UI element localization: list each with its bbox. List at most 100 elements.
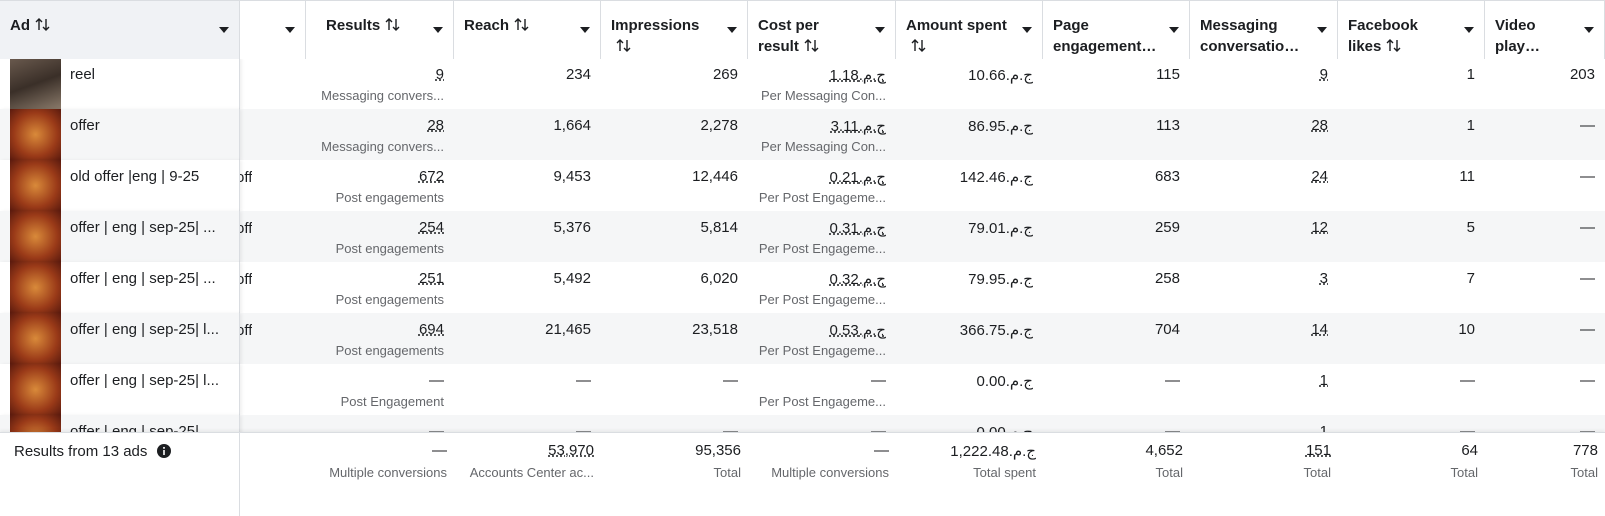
total-value: — (432, 442, 447, 459)
column-title: Messaging conversatio… (1200, 17, 1300, 55)
sort-icon[interactable] (616, 38, 634, 52)
ad-name[interactable]: offer | eng | sep-25| ... (70, 219, 216, 236)
table-row[interactable]: — — — — ج.م.0.00 — 1 — — offer | eng | sep-25| (0, 415, 1605, 432)
dropdown-caret (580, 27, 590, 33)
column-title: Results (326, 17, 381, 34)
cell-value: 12 (1311, 219, 1328, 236)
cell-value: 1 (1466, 117, 1475, 134)
cell-value: 2,278 (700, 117, 738, 134)
column-header[interactable]: Facebook likes (1338, 1, 1485, 59)
total-note: Total (1155, 465, 1183, 480)
table-row[interactable]: off 254 Post engagements 5,376 5,814 ج.م.0.31… (0, 211, 1605, 262)
column-header[interactable]: Ad (0, 1, 240, 59)
total-value: 95,356 (695, 442, 741, 459)
cell-value: 3 (1319, 270, 1328, 287)
ad-name[interactable]: offer | eng | sep-25| l... (70, 321, 219, 338)
cell-note: Messaging convers... (321, 139, 444, 154)
sort-icon[interactable] (35, 17, 53, 31)
ad-thumbnail (10, 211, 61, 262)
cell-value: 1 (1466, 66, 1475, 83)
column-header[interactable]: Results (306, 1, 454, 59)
ad-name[interactable]: offer (70, 117, 100, 134)
table-row[interactable]: — Post Engagement — — — Per Post Engageme... ج… (0, 364, 1605, 415)
sort-icon[interactable] (804, 38, 822, 52)
total-value: 64 (1461, 442, 1478, 459)
cell-value: — (871, 372, 886, 389)
cell-value: — (576, 423, 591, 432)
cell-value: 1 (1319, 372, 1328, 389)
cell-value: 1,664 (553, 117, 591, 134)
cell-value: ج.م.1.18 (829, 67, 886, 84)
cell-value: ج.م.79.95 (968, 271, 1033, 288)
total-value: 151 (1305, 442, 1331, 459)
ad-name[interactable]: offer | eng | sep-25| (70, 423, 199, 432)
cell-value: ج.م.86.95 (968, 118, 1033, 135)
total-value: — (874, 442, 889, 459)
table-row[interactable]: 28 Messaging convers... 1,664 2,278 ج.م.3.11… (0, 109, 1605, 160)
cell-value: 23,518 (692, 321, 738, 338)
cell-value: 5,492 (553, 270, 591, 287)
cell-value: — (429, 423, 444, 432)
table-row[interactable]: off 672 Post engagements 9,453 12,446 ج.م.0.2… (0, 160, 1605, 211)
cell-value: 259 (1154, 219, 1180, 236)
cell-value: — (1580, 372, 1595, 389)
table-header: Ad Results Reach Impressions Cost per result… (0, 0, 1605, 59)
column-header[interactable]: Reach (454, 1, 601, 59)
total-note: Total spent (973, 465, 1036, 480)
cell-value: — (1580, 270, 1595, 287)
sort-icon[interactable] (1386, 38, 1404, 52)
cell-value: ج.م.0.00 (896, 423, 1033, 432)
cell-value: ج.م.366.75 (959, 322, 1033, 339)
ad-name[interactable]: offer | eng | sep-25| l... (70, 372, 219, 389)
cell-value: — (576, 372, 591, 389)
table-row[interactable]: off 251 Post engagements 5,492 6,020 ج.م.0.32… (0, 262, 1605, 313)
column-header[interactable]: Video play… (1485, 1, 1605, 59)
table-row[interactable]: off 694 Post engagements 21,465 23,518 ج.م.0.… (0, 313, 1605, 364)
cell-note: Per Messaging Con... (760, 139, 886, 154)
total-note: Total (1570, 465, 1598, 480)
cell-note: Messaging convers... (321, 88, 444, 103)
cell-value: 269 (712, 66, 738, 83)
table-row[interactable]: 9 Messaging convers... 234 269 ج.م.1.18 Per M… (0, 58, 1605, 109)
column-header[interactable]: Cost per result (748, 1, 896, 59)
cell-value: ج.م.3.11 (830, 118, 886, 135)
total-note: Total (1303, 465, 1331, 480)
cell-value: 5,376 (553, 219, 591, 236)
ad-name[interactable]: old offer |eng | 9-25 (70, 168, 200, 185)
cell-note: Per Post Engageme... (758, 292, 886, 307)
ad-name[interactable]: reel (70, 66, 96, 83)
cell-value: — (1580, 219, 1595, 236)
ad-cell: old offer |eng | 9-25 (0, 160, 240, 211)
cell-note: Post engagements (335, 241, 444, 256)
delivery-status: off (236, 322, 253, 339)
ad-cell: offer | eng | sep-25| l... (0, 313, 240, 364)
sort-icon[interactable] (385, 17, 403, 31)
sort-arrows (35, 18, 50, 31)
total-note: Total (1450, 465, 1478, 480)
column-header[interactable] (240, 1, 306, 59)
cell-value: — (429, 372, 444, 389)
ad-thumbnail (10, 415, 61, 432)
cell-value: ج.م.79.01 (968, 220, 1033, 237)
sort-icon[interactable] (514, 17, 532, 31)
cell-value: — (1580, 423, 1595, 432)
cell-value: 5,814 (700, 219, 738, 236)
cell-value: ج.م.10.66 (968, 67, 1033, 84)
sort-icon[interactable] (911, 38, 929, 52)
column-header[interactable]: Impressions (601, 1, 748, 59)
ad-name[interactable]: offer | eng | sep-25| ... (70, 270, 216, 287)
column-header[interactable]: Messaging conversatio… (1190, 1, 1338, 59)
cell-value: — (1165, 423, 1180, 432)
column-header[interactable]: Page engagement… (1043, 1, 1190, 59)
cell-value: 234 (565, 66, 591, 83)
column-header[interactable]: Amount spent (896, 1, 1043, 59)
rows: 9 Messaging convers... 234 269 ج.م.1.18 Per M… (0, 58, 1605, 432)
cell-value: ج.م.0.31 (829, 220, 886, 237)
cell-value: 254 (418, 219, 444, 236)
cell-value: 704 (1154, 321, 1180, 338)
dropdown-caret (1464, 27, 1474, 33)
total-value: ج.م.1,222.48 (950, 443, 1036, 460)
cell-value: — (1165, 372, 1180, 389)
dropdown-caret (219, 27, 229, 33)
cell-value: — (1460, 423, 1475, 432)
